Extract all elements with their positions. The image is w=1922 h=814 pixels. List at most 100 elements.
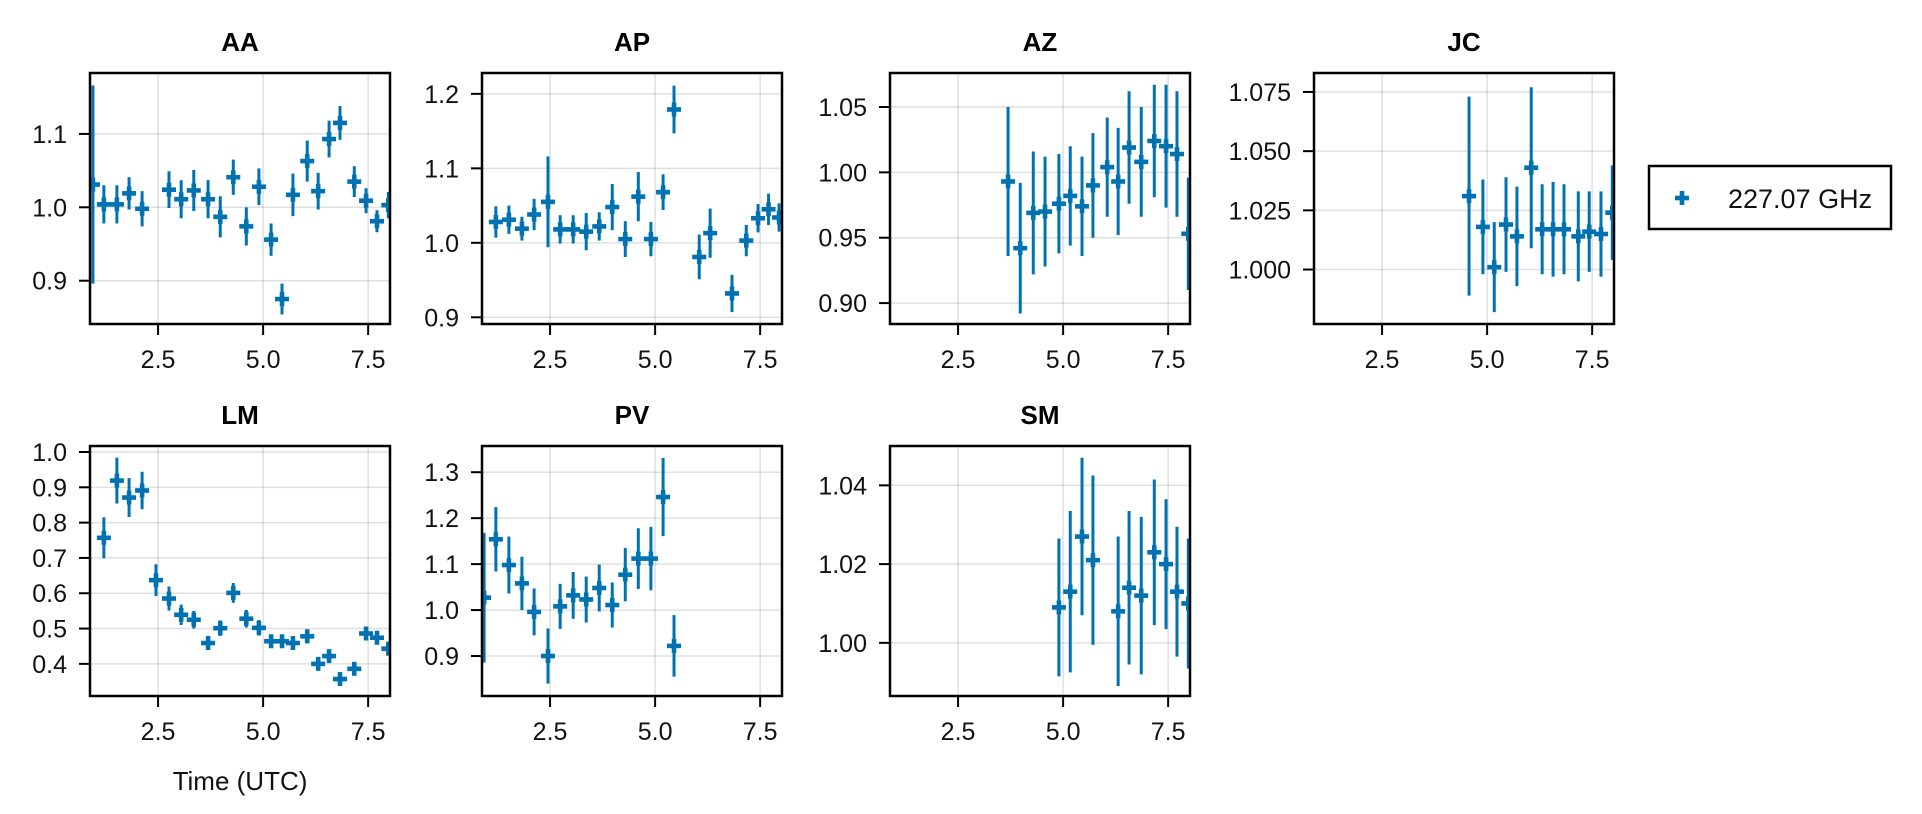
cross-marker: [592, 219, 607, 234]
cross-marker: [667, 102, 682, 117]
data-point: [300, 629, 315, 644]
data-point: [1582, 191, 1597, 272]
data-point: [186, 169, 201, 211]
data-point: [359, 626, 374, 641]
gridlines: [482, 73, 782, 324]
data-point: [322, 649, 337, 664]
data-point: [631, 528, 646, 589]
data-point: [566, 215, 581, 244]
plot-frame: [888, 71, 1192, 326]
cross-marker: [540, 194, 555, 209]
data-point: [1462, 96, 1477, 296]
cross-marker: [656, 185, 671, 200]
y-tick-label: 0.8: [32, 510, 67, 538]
data-point: [1475, 179, 1490, 275]
cross-marker: [772, 210, 782, 225]
y-tick-label: 0.6: [32, 580, 67, 608]
cross-marker: [359, 626, 374, 641]
y-tick-label: 1.025: [1228, 197, 1291, 225]
cross-marker: [592, 581, 607, 596]
cross-marker: [135, 483, 150, 498]
data-point: [1038, 156, 1053, 267]
cross-marker: [579, 592, 594, 607]
data-point: [605, 582, 620, 628]
plot-frame: [888, 444, 1192, 698]
data-point: [381, 191, 390, 219]
gridlines: [482, 446, 782, 696]
cross-marker: [381, 198, 390, 213]
cross-marker: [1051, 196, 1066, 211]
cross-marker: [1134, 154, 1149, 169]
data-point: [201, 636, 216, 651]
y-tick-label: 0.5: [32, 616, 67, 644]
cross-marker: [1122, 580, 1137, 595]
data-point: [275, 283, 290, 315]
cross-marker: [1134, 588, 1149, 603]
cross-marker: [667, 638, 682, 653]
data-point: [643, 221, 658, 257]
plot-area: [90, 73, 390, 324]
x-tick-label: 7.5: [1151, 718, 1186, 746]
y-axis: 1.00 1.02 1.04: [818, 472, 890, 658]
panel-title: AP: [614, 27, 650, 57]
panel-jc: 2.5 5.0 7.5 1.000 1.025 1.050 1.075 JC: [1228, 27, 1616, 374]
data-point: [501, 536, 516, 594]
x-axis: 2.5 5.0 7.5: [941, 324, 1186, 374]
y-tick-label: 1.050: [1228, 138, 1291, 166]
cross-marker: [285, 636, 300, 651]
data-point: [311, 656, 326, 671]
y-tick-label: 1.1: [32, 121, 67, 149]
cross-marker: [213, 621, 228, 636]
cross-marker: [201, 636, 216, 651]
data-point: [1075, 457, 1090, 616]
data-point: [667, 85, 682, 134]
cross-marker: [605, 200, 620, 215]
data-point: [251, 620, 266, 636]
panel-lm: 2.5 5.0 7.5 0.4 0.5 0.6 0.7 0.8 0.9 1.0 LM: [32, 400, 392, 746]
data-point: [1524, 87, 1539, 249]
data-point: [643, 526, 658, 591]
plot-area: [90, 446, 390, 696]
x-tick-label: 2.5: [941, 718, 976, 746]
data-point: [527, 588, 542, 636]
y-axis: 0.90 0.95 1.00 1.05: [818, 94, 890, 318]
plot-area: [890, 73, 1190, 324]
cross-marker: [761, 202, 776, 217]
data-point: [1085, 133, 1100, 238]
cross-marker: [501, 212, 516, 227]
plot-frame: [88, 71, 392, 326]
data-point: [90, 85, 100, 284]
data-point: [1051, 538, 1066, 677]
data-point: [333, 106, 347, 140]
panel-az: 2.5 5.0 7.5 0.90 0.95 1.00 1.05 AZ: [818, 27, 1192, 374]
data-point: [135, 471, 150, 510]
cross-marker: [488, 532, 503, 547]
cross-marker: [540, 649, 555, 664]
y-tick-label: 0.95: [818, 225, 867, 253]
data-point: [739, 224, 754, 257]
y-tick-label: 1.0: [32, 439, 67, 467]
cross-marker: [1487, 260, 1502, 275]
data-point: [751, 204, 766, 233]
y-tick-label: 1.3: [424, 459, 459, 487]
data-point: [226, 583, 241, 603]
panel-title: AA: [221, 27, 259, 57]
cross-marker: [239, 219, 254, 234]
panel-grid: 2.5 5.0 7.5 0.9 1.0 1.1 AA 2.5 5.0 7.5 0.9 1.0 1.1 1.…: [32, 27, 1616, 746]
cross-marker: [1122, 140, 1137, 155]
data-point: [1181, 177, 1190, 291]
data-point: [264, 223, 279, 256]
data-point: [1546, 181, 1561, 277]
data-point: [1063, 146, 1078, 246]
y-axis: 1.000 1.025 1.050 1.075: [1228, 79, 1314, 285]
y-tick-label: 1.000: [1228, 257, 1291, 285]
cross-marker: [703, 226, 718, 241]
cross-marker: [1593, 227, 1608, 242]
cross-marker: [311, 656, 326, 671]
data-point: [226, 159, 241, 195]
cross-marker: [488, 214, 503, 229]
x-tick-label: 7.5: [743, 718, 778, 746]
data-point: [692, 234, 707, 280]
cross-marker: [1147, 545, 1162, 560]
data-point: [656, 174, 671, 211]
